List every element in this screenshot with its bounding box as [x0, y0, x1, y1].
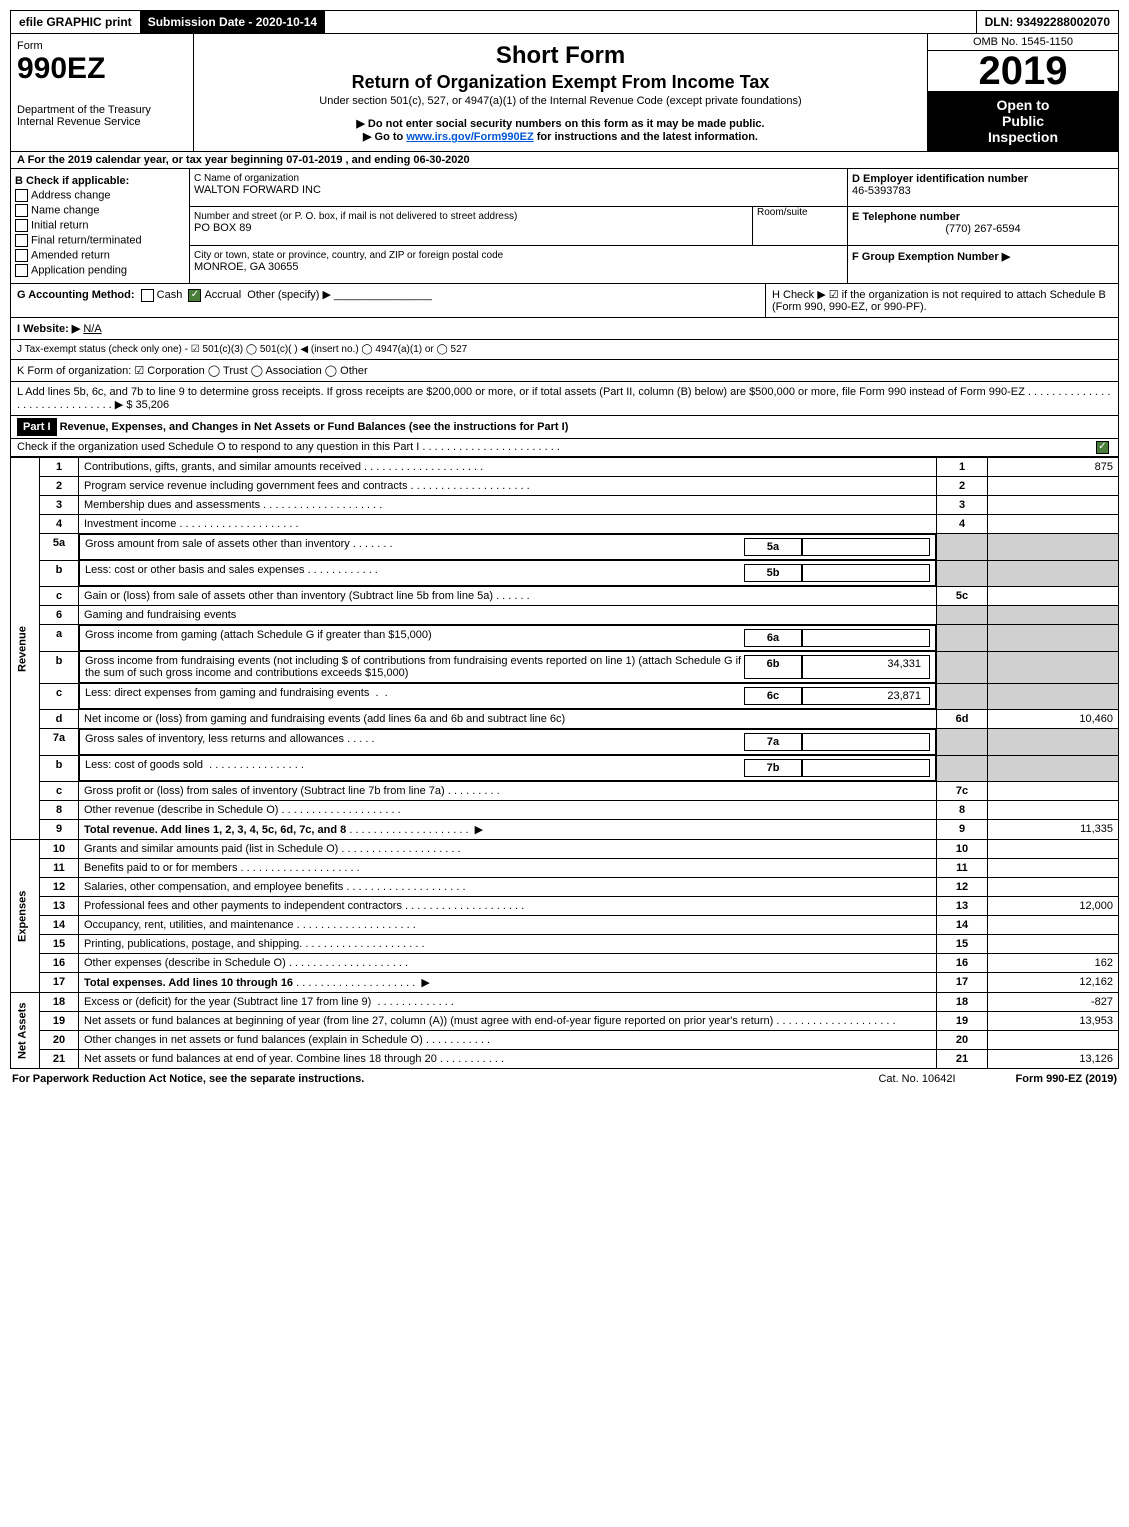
- line-k: K Form of organization: ☑ Corporation ◯ …: [10, 360, 1119, 382]
- form-header: Form 990EZ Department of the Treasury In…: [10, 34, 1119, 152]
- line-19-value: 13,953: [988, 1012, 1119, 1031]
- phone-label: E Telephone number: [852, 211, 1114, 223]
- part-i-table: Revenue 1Contributions, gifts, grants, a…: [10, 457, 1119, 1069]
- line-g: G Accounting Method: Cash ✓Accrual Other…: [17, 288, 765, 313]
- open-to-public: Open to Public Inspection: [928, 91, 1118, 151]
- line-j: J Tax-exempt status (check only one) - ☑…: [10, 340, 1119, 360]
- phone-value: (770) 267-6594: [852, 223, 1114, 235]
- line-6d-value: 10,460: [988, 710, 1119, 729]
- line-9-value: 11,335: [988, 820, 1119, 840]
- checkbox-final-return[interactable]: Final return/terminated: [15, 234, 185, 247]
- city-state-zip: MONROE, GA 30655: [194, 261, 503, 273]
- box-b-title: B Check if applicable:: [15, 175, 185, 187]
- ssn-warning: ▶ Do not enter social security numbers o…: [200, 117, 921, 130]
- entity-block: B Check if applicable: Address change Na…: [10, 169, 1119, 284]
- page-footer: For Paperwork Reduction Act Notice, see …: [10, 1069, 1119, 1089]
- ein-value: 46-5393783: [852, 185, 1114, 197]
- checkbox-initial-return[interactable]: Initial return: [15, 219, 185, 232]
- org-name-label: C Name of organization: [194, 173, 843, 184]
- line-18-value: -827: [988, 993, 1119, 1012]
- line-a-tax-year: A For the 2019 calendar year, or tax yea…: [10, 152, 1119, 169]
- title-return-exempt: Return of Organization Exempt From Incom…: [200, 72, 921, 93]
- checkbox-schedule-o[interactable]: ✓: [1096, 441, 1109, 454]
- checkbox-address-change[interactable]: Address change: [15, 189, 185, 202]
- dept-treasury: Department of the Treasury: [17, 104, 187, 116]
- paperwork-notice: For Paperwork Reduction Act Notice, see …: [12, 1073, 364, 1085]
- website-value: N/A: [83, 323, 101, 335]
- general-info-rows: G Accounting Method: Cash ✓Accrual Other…: [10, 284, 1119, 416]
- org-name: WALTON FORWARD INC: [194, 184, 843, 196]
- catalog-number: Cat. No. 10642I: [878, 1073, 955, 1085]
- box-b: B Check if applicable: Address change Na…: [11, 169, 190, 283]
- part-i-header: Part I Revenue, Expenses, and Changes in…: [10, 416, 1119, 439]
- line-21-value: 13,126: [988, 1050, 1119, 1069]
- line-i: I Website: ▶ N/A: [10, 318, 1119, 340]
- box-c: C Name of organization WALTON FORWARD IN…: [190, 169, 847, 283]
- efile-print-label[interactable]: efile GRAPHIC print: [11, 11, 140, 33]
- irs-link[interactable]: www.irs.gov/Form990EZ: [406, 131, 533, 143]
- form-word: Form: [17, 40, 187, 52]
- revenue-side-label: Revenue: [11, 458, 40, 840]
- line-h: H Check ▶ ☑ if the organization is not r…: [765, 284, 1118, 317]
- street-label: Number and street (or P. O. box, if mail…: [194, 211, 752, 222]
- dln-number: DLN: 93492288002070: [976, 11, 1118, 33]
- top-bar: efile GRAPHIC print Submission Date - 20…: [10, 10, 1119, 34]
- checkbox-application-pending[interactable]: Application pending: [15, 264, 185, 277]
- ein-label: D Employer identification number: [852, 173, 1114, 185]
- dept-irs: Internal Revenue Service: [17, 116, 187, 128]
- gross-receipts-value: 35,206: [136, 399, 170, 411]
- line-1-value: 875: [988, 458, 1119, 477]
- checkbox-accrual[interactable]: ✓: [188, 289, 201, 302]
- instructions-line: ▶ Go to www.irs.gov/Form990EZ for instru…: [200, 130, 921, 143]
- line-16-value: 162: [988, 954, 1119, 973]
- city-label: City or town, state or province, country…: [194, 250, 503, 261]
- form-number: 990EZ: [17, 52, 187, 86]
- title-short-form: Short Form: [200, 42, 921, 70]
- room-label: Room/suite: [757, 207, 847, 218]
- street-address: PO BOX 89: [194, 222, 752, 234]
- part-i-check-o: Check if the organization used Schedule …: [10, 439, 1119, 457]
- line-l: L Add lines 5b, 6c, and 7b to line 9 to …: [10, 382, 1119, 416]
- subtitle: Under section 501(c), 527, or 4947(a)(1)…: [200, 95, 921, 107]
- line-17-value: 12,162: [988, 973, 1119, 993]
- tax-year: 2019: [928, 51, 1118, 91]
- checkbox-cash[interactable]: [141, 289, 154, 302]
- line-13-value: 12,000: [988, 897, 1119, 916]
- line-6c-value: 23,871: [802, 687, 930, 705]
- form-page-ref: Form 990-EZ (2019): [1016, 1073, 1117, 1085]
- submission-date: Submission Date - 2020-10-14: [140, 11, 325, 33]
- line-6b-value: 34,331: [802, 655, 930, 679]
- checkbox-name-change[interactable]: Name change: [15, 204, 185, 217]
- expenses-side-label: Expenses: [11, 840, 40, 993]
- netassets-side-label: Net Assets: [11, 993, 40, 1069]
- checkbox-amended-return[interactable]: Amended return: [15, 249, 185, 262]
- group-exemption-label: F Group Exemption Number ▶: [852, 250, 1114, 263]
